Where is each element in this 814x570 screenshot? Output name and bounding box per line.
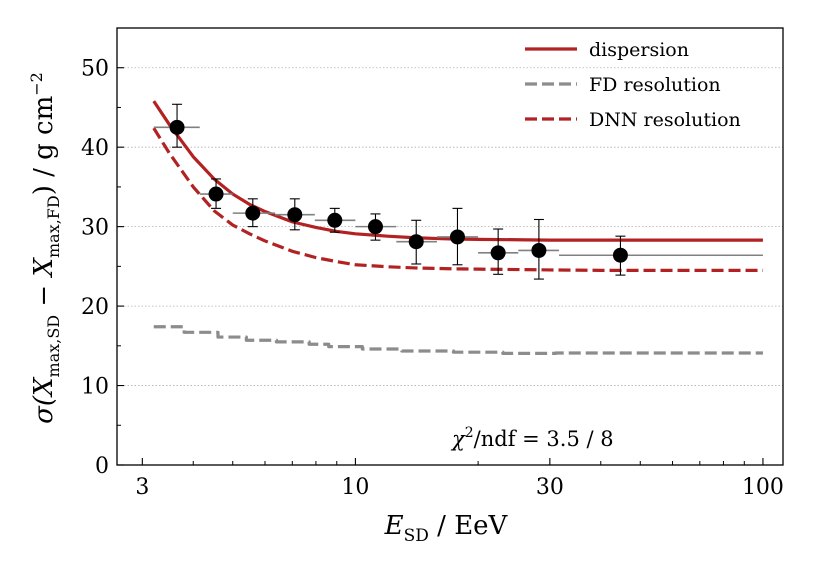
point-marker [531, 242, 547, 258]
data-point-10 [518, 218, 560, 280]
x-tick-label-3: 3 [135, 475, 149, 500]
axis-ticks: 0 10 20 30 40 50 3 10 30 100 [81, 57, 784, 500]
data-point-2 [199, 178, 233, 209]
data-point-6 [355, 213, 397, 241]
fd-resolution-line [153, 325, 763, 355]
plot-frame [116, 27, 784, 466]
y-tick-label-20: 20 [81, 295, 109, 320]
point-marker [408, 234, 424, 250]
data-point-9 [478, 228, 519, 275]
chi2-rest: /ndf = 3.5 / 8 [474, 427, 614, 451]
data-point-3 [232, 198, 276, 228]
point-marker [612, 247, 628, 263]
y-tick-label-40: 40 [81, 136, 109, 161]
chi2-symbol: χ [450, 427, 466, 451]
chi2-superscript: 2 [465, 425, 474, 441]
point-marker [245, 205, 261, 221]
y-axis-title-part1: σ(X [29, 376, 59, 424]
y-axis-title-sub2: max,FD [44, 195, 63, 258]
legend-label-fd-resolution: FD resolution [589, 74, 721, 96]
point-marker [169, 119, 185, 135]
grid-lines [117, 67, 783, 386]
series-layer [152, 100, 763, 355]
point-marker [208, 186, 224, 202]
data-point-4 [275, 198, 315, 231]
y-tick-label-50: 50 [81, 57, 109, 82]
x-axis-title-rest: / EeV [429, 511, 509, 541]
point-marker [449, 229, 465, 245]
point-marker [490, 245, 506, 261]
data-point-1 [153, 103, 200, 148]
data-point-11 [559, 235, 763, 276]
dnn-resolution-line [152, 127, 763, 272]
data-point-7 [396, 219, 437, 265]
x-tick-label-10: 10 [341, 475, 369, 500]
y-tick-label-30: 30 [81, 216, 109, 241]
y-axis-title-part3: ) / g cm [29, 96, 59, 196]
x-tick-label-30: 30 [536, 475, 564, 500]
data-point-5 [314, 207, 356, 233]
y-axis-title: σ(Xmax,SD − Xmax,FD) / g cm−2 [27, 72, 63, 424]
point-marker [327, 212, 343, 228]
x-axis-title-sub: SD [404, 526, 429, 546]
legend-label-dispersion: dispersion [589, 39, 689, 61]
y-axis-title-sub1: max,SD [44, 315, 63, 378]
y-axis-title-sup: −2 [27, 72, 46, 96]
x-axis-title: ESD / EeV [384, 511, 509, 546]
x-tick-label-100: 100 [742, 475, 784, 500]
legend: dispersion FD resolution DNN resolution [525, 39, 741, 131]
point-marker [287, 207, 303, 223]
legend-label-dnn-resolution: DNN resolution [589, 109, 741, 131]
y-tick-label-0: 0 [95, 454, 109, 479]
y-tick-label-10: 10 [81, 375, 109, 400]
y-axis-title-part2: − X [29, 257, 59, 315]
dispersion-line [152, 100, 763, 242]
chi2-annotation: χ2/ndf = 3.5 / 8 [450, 425, 614, 451]
x-axis-title-main: E [384, 511, 404, 541]
data-points [153, 103, 763, 280]
point-marker [367, 219, 383, 235]
data-point-8 [436, 207, 479, 266]
